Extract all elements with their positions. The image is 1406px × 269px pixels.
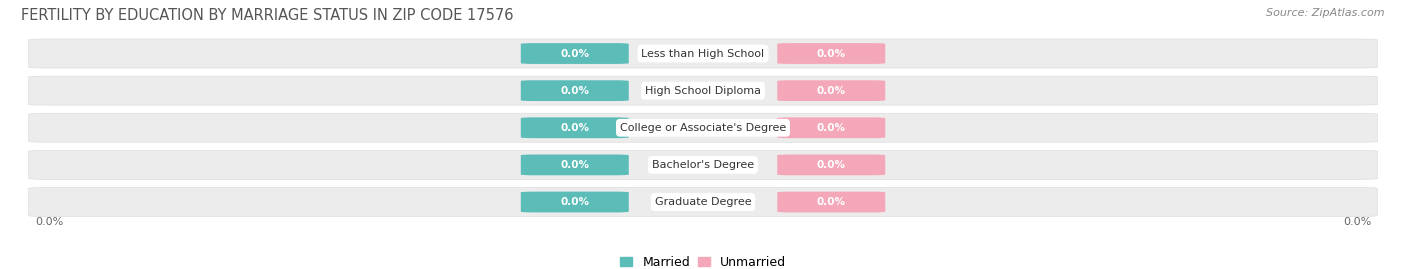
Text: 0.0%: 0.0% [817,160,846,170]
Text: 0.0%: 0.0% [560,123,589,133]
FancyBboxPatch shape [28,76,1378,105]
Text: Bachelor's Degree: Bachelor's Degree [652,160,754,170]
Text: 0.0%: 0.0% [817,48,846,59]
Text: 0.0%: 0.0% [560,86,589,96]
Text: Less than High School: Less than High School [641,48,765,59]
FancyBboxPatch shape [28,39,1378,68]
FancyBboxPatch shape [520,80,628,101]
FancyBboxPatch shape [28,113,1378,142]
FancyBboxPatch shape [520,154,628,175]
Text: 0.0%: 0.0% [817,197,846,207]
Text: Source: ZipAtlas.com: Source: ZipAtlas.com [1267,8,1385,18]
Text: Graduate Degree: Graduate Degree [655,197,751,207]
FancyBboxPatch shape [778,80,886,101]
Text: 0.0%: 0.0% [560,197,589,207]
FancyBboxPatch shape [778,192,886,213]
Text: 0.0%: 0.0% [817,86,846,96]
FancyBboxPatch shape [778,43,886,64]
FancyBboxPatch shape [778,154,886,175]
Legend: Married, Unmarried: Married, Unmarried [614,251,792,269]
Text: 0.0%: 0.0% [560,48,589,59]
FancyBboxPatch shape [520,117,628,138]
FancyBboxPatch shape [28,150,1378,179]
Text: 0.0%: 0.0% [560,160,589,170]
Text: High School Diploma: High School Diploma [645,86,761,96]
FancyBboxPatch shape [520,192,628,213]
Text: College or Associate's Degree: College or Associate's Degree [620,123,786,133]
Text: 0.0%: 0.0% [35,217,63,227]
Text: 0.0%: 0.0% [817,123,846,133]
Text: 0.0%: 0.0% [1343,217,1371,227]
FancyBboxPatch shape [778,117,886,138]
FancyBboxPatch shape [28,187,1378,217]
Text: FERTILITY BY EDUCATION BY MARRIAGE STATUS IN ZIP CODE 17576: FERTILITY BY EDUCATION BY MARRIAGE STATU… [21,8,513,23]
FancyBboxPatch shape [520,43,628,64]
